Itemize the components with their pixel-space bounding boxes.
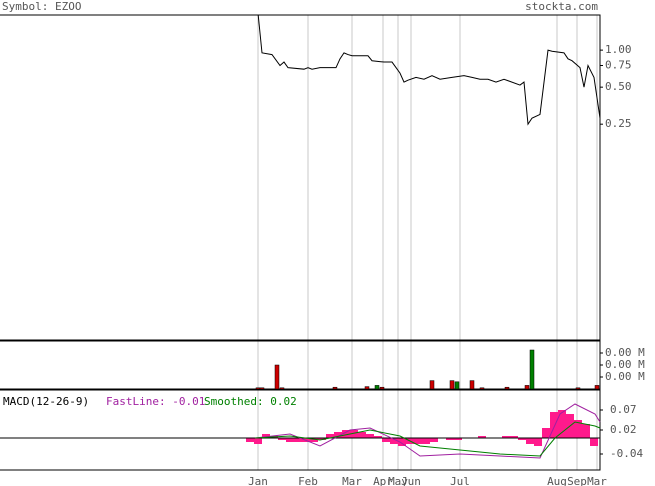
y-tick-label: 0.00 M bbox=[605, 358, 645, 371]
macd-bar bbox=[422, 438, 430, 444]
y-tick-label: 1.00 bbox=[605, 43, 632, 56]
macd-bar bbox=[278, 438, 286, 440]
y-tick-label: 0.75 bbox=[605, 58, 632, 71]
macd-bar bbox=[574, 420, 582, 438]
macd-bar bbox=[318, 438, 326, 440]
macd-bar bbox=[374, 436, 382, 438]
volume-bar bbox=[279, 387, 285, 390]
x-tick-label: Apr bbox=[373, 475, 393, 486]
macd-bar bbox=[502, 436, 510, 438]
y-tick-label: 0.07 bbox=[610, 403, 637, 416]
macd-bar bbox=[254, 438, 262, 444]
volume-bar bbox=[479, 387, 485, 390]
macd-bar bbox=[350, 430, 358, 438]
x-tick-label: Sep bbox=[567, 475, 587, 486]
volume-bar bbox=[255, 387, 261, 390]
volume-bar bbox=[469, 380, 475, 390]
panel-frame bbox=[0, 340, 601, 390]
y-tick-label: 0.25 bbox=[605, 117, 632, 130]
macd-bar bbox=[286, 438, 294, 442]
x-tick-label: Mar bbox=[342, 475, 362, 486]
macd-title: MACD(12-26-9) bbox=[3, 395, 89, 408]
legend-entry: Smoothed: 0.02 bbox=[204, 395, 297, 408]
volume-bar bbox=[575, 387, 581, 390]
x-tick-label: Mar bbox=[587, 475, 607, 486]
macd-bar bbox=[382, 438, 390, 442]
panel-frame bbox=[0, 14, 601, 341]
volume-bar bbox=[332, 386, 338, 390]
macd-bar bbox=[454, 438, 462, 440]
macd-bar bbox=[342, 430, 350, 438]
macd-bar bbox=[518, 438, 526, 440]
y-tick-label: 0.50 bbox=[605, 80, 632, 93]
macd-bar bbox=[590, 438, 598, 446]
macd-bar bbox=[326, 434, 334, 438]
macd-bar bbox=[446, 438, 454, 440]
x-tick-label: Aug bbox=[547, 475, 567, 486]
volume-bar bbox=[449, 380, 455, 390]
x-tick-label: Feb bbox=[298, 475, 318, 486]
macd-bar bbox=[478, 436, 486, 438]
y-tick-label: -0.04 bbox=[610, 447, 643, 460]
volume-bar bbox=[259, 387, 265, 390]
macd-bar bbox=[534, 438, 542, 446]
macd-bar bbox=[366, 434, 374, 438]
volume-bar bbox=[594, 385, 600, 390]
volume-bar bbox=[529, 349, 535, 390]
volume-bar bbox=[454, 381, 460, 390]
volume-bar bbox=[374, 385, 380, 390]
macd-bar bbox=[414, 438, 422, 444]
macd-bar bbox=[430, 438, 438, 442]
symbol-label: Symbol: EZOO bbox=[2, 0, 81, 13]
x-tick-label: Jun bbox=[401, 475, 421, 486]
y-tick-label: 0.00 M bbox=[605, 370, 645, 383]
macd-bar bbox=[358, 432, 366, 438]
volume-bar bbox=[504, 386, 510, 390]
macd-line bbox=[254, 403, 601, 459]
macd-line bbox=[254, 421, 601, 457]
volume-bar bbox=[379, 386, 385, 390]
volume-bar bbox=[364, 386, 370, 390]
y-tick-label: 0.02 bbox=[610, 423, 637, 436]
site-label: stockta.com bbox=[525, 0, 598, 13]
panel-frame bbox=[0, 389, 601, 471]
legend-entry: FastLine: -0.01 bbox=[106, 395, 205, 408]
macd-bar bbox=[550, 412, 558, 438]
volume-bar bbox=[524, 385, 530, 390]
macd-bar bbox=[582, 424, 590, 438]
macd-bar bbox=[294, 438, 302, 442]
macd-bar bbox=[246, 438, 254, 442]
macd-bar bbox=[334, 432, 342, 438]
volume-bar bbox=[274, 364, 280, 390]
x-tick-label: Jul bbox=[450, 475, 470, 486]
macd-bar bbox=[542, 428, 550, 438]
macd-bar bbox=[510, 436, 518, 438]
macd-bar bbox=[310, 438, 318, 442]
macd-bar bbox=[398, 438, 406, 446]
price-line bbox=[257, 15, 600, 126]
x-tick-label: Jan bbox=[248, 475, 268, 486]
macd-bar bbox=[390, 438, 398, 444]
x-tick-label: May bbox=[388, 475, 408, 486]
volume-bar bbox=[429, 380, 435, 390]
macd-bar bbox=[526, 438, 534, 444]
y-tick-label: 0.00 M bbox=[605, 346, 645, 359]
macd-bar bbox=[558, 410, 566, 438]
macd-bar bbox=[262, 434, 270, 438]
